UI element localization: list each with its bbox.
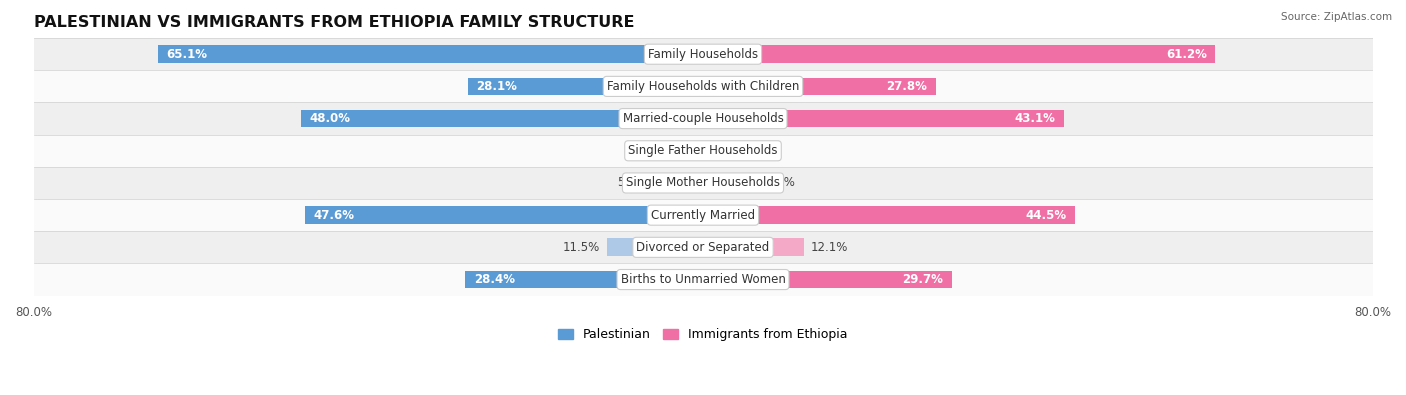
Text: 48.0%: 48.0% [309, 112, 350, 125]
Text: Family Households: Family Households [648, 48, 758, 61]
Bar [34, 199, 1372, 231]
Bar [703, 206, 1076, 224]
Bar [34, 231, 1372, 263]
Text: 12.1%: 12.1% [811, 241, 848, 254]
Text: 43.1%: 43.1% [1015, 112, 1056, 125]
Text: Family Households with Children: Family Households with Children [607, 80, 799, 93]
Bar [34, 135, 1372, 167]
Text: Births to Unmarried Women: Births to Unmarried Women [620, 273, 786, 286]
Bar [607, 239, 703, 256]
Bar [34, 102, 1372, 135]
Bar [34, 167, 1372, 199]
Text: 47.6%: 47.6% [314, 209, 354, 222]
Bar [703, 271, 952, 288]
Bar [468, 77, 703, 95]
Bar [703, 239, 804, 256]
Text: 28.1%: 28.1% [477, 80, 517, 93]
Bar [34, 263, 1372, 295]
Bar [34, 70, 1372, 102]
Text: 2.4%: 2.4% [730, 144, 759, 157]
Text: 27.8%: 27.8% [886, 80, 928, 93]
Text: Single Father Households: Single Father Households [628, 144, 778, 157]
Text: Married-couple Households: Married-couple Households [623, 112, 783, 125]
Bar [34, 38, 1372, 70]
Text: Currently Married: Currently Married [651, 209, 755, 222]
Bar [301, 110, 703, 128]
Text: 11.5%: 11.5% [562, 241, 600, 254]
Text: PALESTINIAN VS IMMIGRANTS FROM ETHIOPIA FAMILY STRUCTURE: PALESTINIAN VS IMMIGRANTS FROM ETHIOPIA … [34, 15, 634, 30]
Text: 61.2%: 61.2% [1166, 48, 1206, 61]
Bar [305, 206, 703, 224]
Text: 2.2%: 2.2% [648, 144, 678, 157]
Text: 5.9%: 5.9% [617, 177, 647, 190]
Text: 44.5%: 44.5% [1026, 209, 1067, 222]
Text: 29.7%: 29.7% [903, 273, 943, 286]
Text: Divorced or Separated: Divorced or Separated [637, 241, 769, 254]
Bar [685, 142, 703, 160]
Text: Source: ZipAtlas.com: Source: ZipAtlas.com [1281, 12, 1392, 22]
Text: 6.6%: 6.6% [765, 177, 794, 190]
Bar [703, 77, 935, 95]
Text: Single Mother Households: Single Mother Households [626, 177, 780, 190]
Bar [703, 110, 1064, 128]
Bar [703, 45, 1215, 63]
Bar [654, 174, 703, 192]
Text: 65.1%: 65.1% [166, 48, 208, 61]
Bar [465, 271, 703, 288]
Text: 28.4%: 28.4% [474, 273, 515, 286]
Bar [159, 45, 703, 63]
Bar [703, 174, 758, 192]
Legend: Palestinian, Immigrants from Ethiopia: Palestinian, Immigrants from Ethiopia [553, 323, 853, 346]
Bar [703, 142, 723, 160]
